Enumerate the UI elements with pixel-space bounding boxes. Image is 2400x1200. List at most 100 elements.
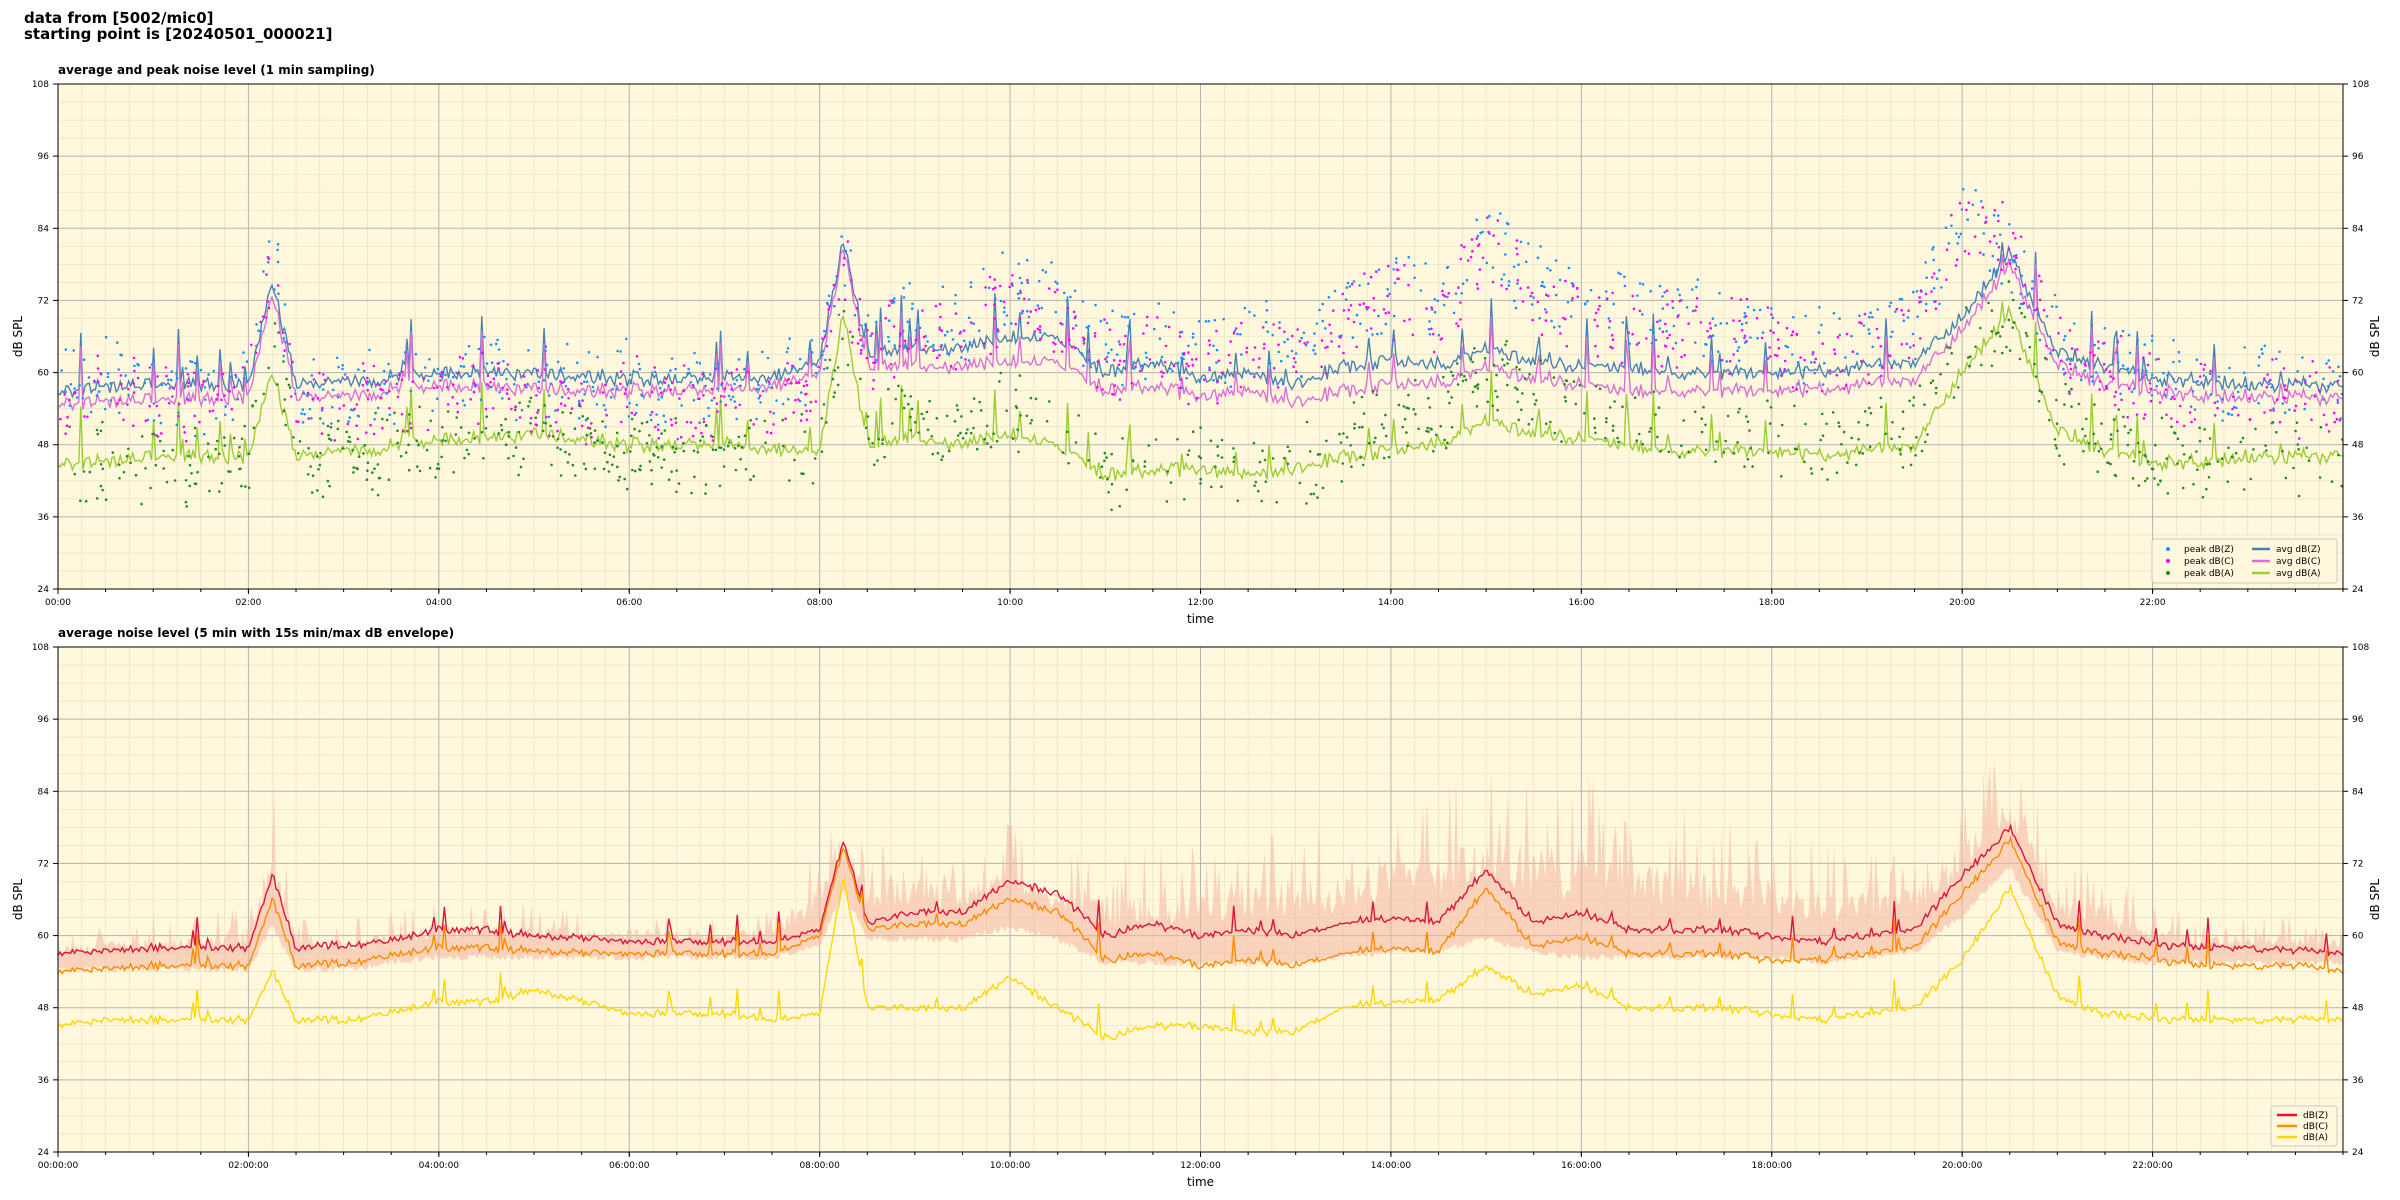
data-point: [939, 315, 942, 319]
data-point: [439, 374, 443, 378]
data-point: [1144, 377, 1147, 381]
data-point: [1272, 366, 1276, 370]
data-point: [791, 364, 794, 368]
data-point: [1545, 293, 1548, 297]
data-point: [1469, 255, 1473, 259]
data-point: [1407, 407, 1410, 410]
data-point: [954, 368, 958, 371]
data-point: [1362, 302, 1366, 305]
data-point: [749, 478, 752, 482]
data-point: [1549, 269, 1552, 272]
data-point: [321, 388, 325, 391]
data-point: [1066, 430, 1069, 434]
data-point: [1929, 381, 1933, 385]
data-point: [229, 470, 232, 473]
data-point: [1616, 436, 1619, 440]
data-point: [898, 334, 902, 338]
data-point: [590, 435, 593, 439]
data-point: [257, 329, 260, 333]
data-point: [388, 375, 392, 378]
data-point: [1635, 439, 1639, 443]
data-point: [1845, 332, 1849, 336]
data-point: [1793, 404, 1796, 408]
data-point: [1019, 414, 1022, 417]
data-point: [109, 399, 113, 402]
data-point: [550, 463, 553, 467]
data-point: [1162, 371, 1165, 375]
data-point: [1208, 368, 1211, 372]
data-point: [193, 414, 196, 418]
data-point: [1997, 331, 2000, 335]
data-point: [68, 398, 71, 402]
data-point: [1054, 342, 1057, 346]
data-point: [188, 484, 192, 488]
data-point: [463, 456, 466, 460]
data-point: [301, 408, 305, 411]
data-point: [1528, 373, 1531, 376]
data-point: [1208, 366, 1211, 370]
data-point: [2281, 449, 2284, 453]
data-point: [2109, 433, 2113, 436]
data-point: [544, 349, 547, 353]
data-point: [722, 465, 726, 468]
data-point: [247, 452, 251, 456]
data-point: [2247, 397, 2251, 400]
data-point: [1333, 289, 1337, 293]
data-point: [1950, 213, 1953, 217]
data-point: [1594, 344, 1597, 348]
data-point: [1918, 296, 1921, 299]
data-point: [911, 302, 914, 306]
data-point: [657, 437, 661, 440]
data-point: [1500, 284, 1503, 287]
data-point: [1052, 350, 1056, 353]
data-point: [1564, 399, 1568, 403]
data-point: [1427, 327, 1431, 331]
data-point: [1215, 329, 1218, 333]
data-point: [1709, 327, 1712, 330]
data-point: [529, 396, 533, 400]
data-point: [1860, 360, 1863, 363]
data-point: [456, 402, 459, 405]
data-point: [836, 366, 840, 369]
data-point: [1292, 357, 1296, 360]
data-point: [230, 407, 234, 411]
data-point: [1631, 332, 1634, 336]
data-point: [1446, 441, 1449, 445]
data-point: [2239, 440, 2243, 444]
data-point: [2264, 444, 2267, 447]
data-point: [96, 432, 100, 436]
data-point: [484, 407, 488, 411]
data-point: [252, 426, 256, 430]
data-point: [1666, 303, 1669, 306]
data-point: [1131, 459, 1135, 463]
data-point: [1654, 413, 1657, 416]
data-point: [95, 497, 99, 500]
data-point: [2126, 443, 2130, 447]
data-point: [993, 303, 996, 307]
data-point: [1868, 406, 1871, 410]
data-point: [220, 398, 223, 402]
data-point: [171, 448, 174, 452]
data-point: [393, 422, 396, 426]
data-point: [1544, 422, 1548, 426]
data-point: [656, 456, 660, 459]
data-point: [671, 445, 675, 449]
data-point: [1912, 396, 1916, 399]
data-point: [689, 421, 693, 424]
data-point: [1442, 282, 1445, 285]
data-point: [1292, 365, 1295, 369]
data-point: [825, 344, 829, 348]
data-point: [809, 400, 813, 404]
data-point: [1148, 358, 1152, 361]
data-point: [827, 294, 831, 298]
data-point: [1436, 299, 1440, 303]
data-point: [788, 337, 791, 341]
data-point: [1220, 485, 1223, 489]
data-point: [1367, 306, 1370, 309]
data-point: [381, 426, 384, 430]
y-tick-label: 96: [38, 152, 50, 162]
data-point: [364, 431, 368, 435]
data-point: [144, 467, 147, 470]
data-point: [99, 484, 103, 488]
data-point: [556, 360, 560, 364]
